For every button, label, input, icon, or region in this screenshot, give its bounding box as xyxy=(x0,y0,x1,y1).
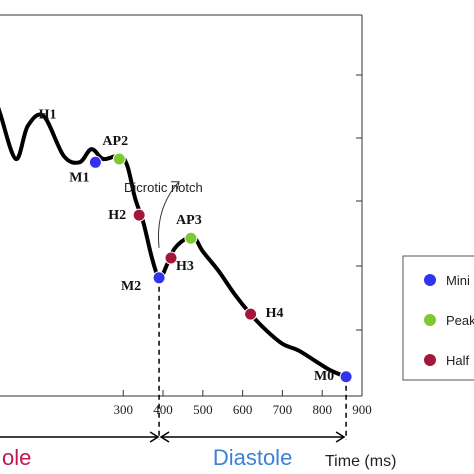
point-ap2 xyxy=(112,152,126,166)
systole-label: ole xyxy=(2,445,31,470)
right-axis-ticks xyxy=(356,74,362,331)
point-label-h2: H2 xyxy=(108,208,126,223)
phase-bar: ole Diastole xyxy=(2,445,292,470)
point-ap3 xyxy=(184,231,198,245)
legend-label-peak: Peak xyxy=(446,313,474,328)
legend-marker-half xyxy=(424,354,436,366)
diastole-label: Diastole xyxy=(213,445,292,470)
feature-points: H1 M1 AP2 H2 M2 H3 AP3 H4 M0 xyxy=(39,108,353,384)
x-axis-ticks: 300 400 500 600 700 800 900 xyxy=(114,390,372,417)
point-m0 xyxy=(339,370,353,384)
dicrotic-notch-label: Dicrotic notch xyxy=(124,180,203,195)
x-tick-label-900: 900 xyxy=(352,402,372,417)
point-label-m0: M0 xyxy=(314,369,334,384)
x-tick-label-600: 600 xyxy=(233,402,253,417)
point-label-h1: H1 xyxy=(39,108,57,123)
point-label-h4: H4 xyxy=(266,306,284,321)
x-axis-label: Time (ms) xyxy=(325,453,396,470)
point-m2 xyxy=(152,271,166,285)
point-label-ap2: AP2 xyxy=(102,134,128,149)
dicrotic-notch-annotation: Dicrotic notch xyxy=(124,180,203,248)
diastole-arrowhead-left xyxy=(159,431,170,443)
x-tick-label-500: 500 xyxy=(193,402,213,417)
systole-arrowhead xyxy=(149,431,160,443)
legend-label-minimum: Mini xyxy=(446,273,470,288)
x-tick-label-300: 300 xyxy=(114,402,134,417)
x-tick-label-400: 400 xyxy=(153,402,173,417)
legend-marker-minimum xyxy=(424,274,436,286)
phase-dividers xyxy=(0,277,347,443)
point-label-m2: M2 xyxy=(121,279,141,294)
legend-box xyxy=(402,255,474,381)
point-h3 xyxy=(164,251,178,265)
legend-label-half: Half xyxy=(446,353,470,368)
legend: Mini Peak Half xyxy=(402,255,474,381)
diastole-arrowhead-right xyxy=(335,431,346,443)
plot-frame xyxy=(0,14,363,397)
point-label-h3: H3 xyxy=(176,259,194,274)
dicrotic-notch-arrow xyxy=(158,181,180,248)
point-label-m1: M1 xyxy=(69,170,89,185)
point-m1 xyxy=(88,155,102,169)
point-label-ap3: AP3 xyxy=(176,213,202,228)
x-tick-label-700: 700 xyxy=(273,402,293,417)
point-h2 xyxy=(132,208,146,222)
x-tick-label-800: 800 xyxy=(312,402,332,417)
legend-marker-peak xyxy=(424,314,436,326)
point-h4 xyxy=(244,307,258,321)
